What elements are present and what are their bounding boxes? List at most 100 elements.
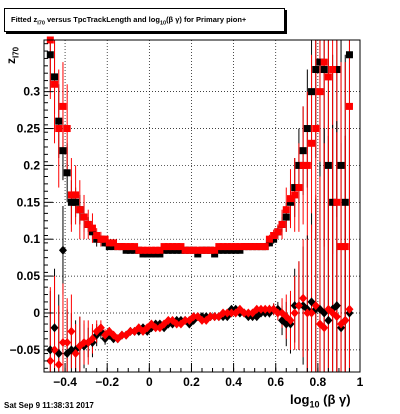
data-point bbox=[80, 337, 89, 347]
data-point bbox=[341, 315, 350, 325]
data-point bbox=[173, 243, 181, 251]
data-point bbox=[240, 243, 248, 251]
data-point bbox=[58, 337, 67, 347]
data-point bbox=[294, 301, 303, 311]
data-point bbox=[227, 243, 235, 251]
data-point bbox=[59, 147, 67, 155]
data-point bbox=[72, 191, 80, 199]
data-point bbox=[160, 243, 168, 251]
y-axis-label: zI70 bbox=[4, 47, 20, 64]
data-point bbox=[67, 326, 76, 336]
data-point bbox=[316, 88, 324, 96]
data-point bbox=[286, 198, 294, 206]
y-tick-label: −0.05 bbox=[10, 343, 41, 357]
title-sub-1: I70 bbox=[37, 20, 45, 27]
data-point bbox=[76, 206, 84, 214]
title-suffix: (β γ) for Primary pion+ bbox=[166, 15, 247, 24]
data-point bbox=[181, 315, 190, 325]
y-tick-label: 0.3 bbox=[23, 85, 40, 99]
data-point bbox=[88, 228, 96, 236]
data-point bbox=[80, 213, 88, 221]
data-point bbox=[232, 246, 240, 254]
data-point bbox=[286, 315, 295, 325]
x-tick-label: 0.2 bbox=[183, 375, 200, 389]
data-point bbox=[227, 246, 235, 254]
data-point bbox=[240, 308, 249, 318]
data-point bbox=[329, 66, 337, 74]
data-point bbox=[223, 243, 231, 251]
data-point bbox=[307, 308, 316, 318]
title-prefix: Fitted z bbox=[11, 15, 38, 24]
data-point bbox=[50, 323, 59, 333]
x-axis-label-main: log bbox=[290, 392, 310, 407]
axis-ticks: −0.4 −0.2 0 0.2 0.4 0.6 0.8 1 −0.05 0 0.05 0.1 0.15 0… bbox=[10, 43, 364, 389]
data-point bbox=[320, 58, 328, 66]
y-tick-label: 0.1 bbox=[23, 232, 40, 246]
data-point bbox=[345, 304, 354, 314]
data-point bbox=[169, 246, 177, 254]
x-tick-label: −0.4 bbox=[53, 375, 77, 389]
data-point bbox=[308, 139, 316, 147]
data-point bbox=[122, 246, 130, 254]
x-tick-label: 0 bbox=[146, 375, 153, 389]
data-point bbox=[88, 334, 97, 344]
data-point bbox=[84, 220, 92, 228]
data-point bbox=[270, 235, 278, 243]
data-point bbox=[312, 66, 320, 74]
data-point bbox=[126, 246, 134, 254]
timestamp: Sat Sep 9 11:38:31 2017 bbox=[4, 401, 94, 410]
data-point bbox=[164, 315, 173, 325]
data-point bbox=[143, 250, 151, 258]
data-point bbox=[324, 315, 333, 325]
data-point bbox=[185, 246, 193, 254]
data-point bbox=[211, 250, 219, 258]
data-point bbox=[169, 243, 177, 251]
data-point bbox=[96, 323, 105, 333]
data-point bbox=[206, 246, 214, 254]
data-point bbox=[55, 125, 63, 133]
data-point bbox=[131, 246, 139, 254]
data-point bbox=[139, 250, 147, 258]
data-point bbox=[244, 308, 253, 318]
data-point bbox=[59, 102, 67, 110]
data-point bbox=[324, 73, 332, 81]
data-point bbox=[244, 243, 252, 251]
data-point bbox=[332, 312, 341, 322]
data-point bbox=[122, 243, 130, 251]
data-point bbox=[219, 243, 227, 251]
data-point bbox=[156, 250, 164, 258]
data-point bbox=[345, 51, 353, 59]
data-point bbox=[63, 337, 72, 347]
data-point bbox=[55, 117, 63, 125]
data-point bbox=[341, 198, 349, 206]
data-point bbox=[101, 235, 109, 243]
data-point bbox=[194, 250, 202, 258]
data-point bbox=[256, 304, 265, 314]
data-point bbox=[110, 243, 118, 251]
data-point bbox=[151, 323, 160, 333]
x-tick-label: 0.8 bbox=[310, 375, 327, 389]
data-point bbox=[143, 246, 151, 254]
chart-title: Fitted zI70 versus TpcTrackLength and lo… bbox=[11, 15, 246, 27]
data-point bbox=[291, 184, 299, 192]
x-axis-label: log10 (β γ) bbox=[290, 392, 351, 410]
data-point bbox=[316, 58, 324, 66]
x-tick-label: 0.6 bbox=[267, 375, 284, 389]
data-point bbox=[210, 312, 219, 322]
data-point bbox=[139, 246, 147, 254]
data-point bbox=[303, 125, 311, 133]
data-point bbox=[236, 243, 244, 251]
data-point bbox=[72, 198, 80, 206]
data-point bbox=[63, 169, 71, 177]
data-point bbox=[118, 243, 126, 251]
data-point bbox=[274, 228, 282, 236]
data-point bbox=[93, 232, 101, 240]
y-axis-label-main: z bbox=[4, 58, 18, 64]
data-point bbox=[97, 235, 105, 243]
data-point bbox=[320, 323, 329, 333]
data-point bbox=[253, 243, 261, 251]
data-point bbox=[249, 243, 257, 251]
data-point bbox=[51, 73, 59, 81]
y-tick-label: 0.2 bbox=[23, 158, 40, 172]
data-point bbox=[101, 239, 109, 247]
